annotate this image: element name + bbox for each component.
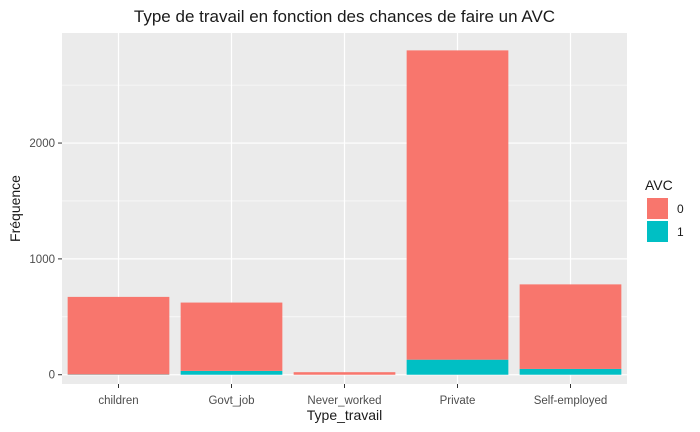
axes: 0 1000 2000 children Govt_job Never_worked Pri… [29,138,607,407]
legend-label-0: 0 [677,202,684,216]
x-tick-label: Self-employed [534,395,608,407]
bar-Private-avc-1 [406,359,509,375]
legend-swatch-1 [647,221,668,242]
bar-Never_worked-avc-0 [293,372,396,375]
bar-Private-avc-0 [406,50,509,360]
x-tick-label: children [98,395,138,407]
bar-Self-employed-avc-1 [519,368,622,375]
legend-title: AVC [645,177,673,193]
bar-Govt_job-avc-1 [180,370,283,375]
legend: AVC 0 1 [645,177,684,242]
y-tick-label: 0 [49,370,55,382]
chart-title: Type de travail en fonction des chances … [134,7,555,26]
legend-label-1: 1 [677,225,684,239]
x-tick-label: Govt_job [208,395,254,407]
y-tick-label: 2000 [29,138,55,150]
bar-Self-employed-avc-0 [519,284,622,369]
x-tick-label: Never_worked [307,395,381,407]
bar-children-avc-0 [67,296,170,375]
x-tick-label: Private [440,395,476,407]
legend-swatch-0 [647,198,668,219]
y-axis-title: Fréquence [7,175,23,242]
bar-Govt_job-avc-0 [180,302,283,371]
x-axis-title: Type_travail [307,407,382,423]
bars [67,50,622,375]
y-tick-label: 1000 [29,254,55,266]
